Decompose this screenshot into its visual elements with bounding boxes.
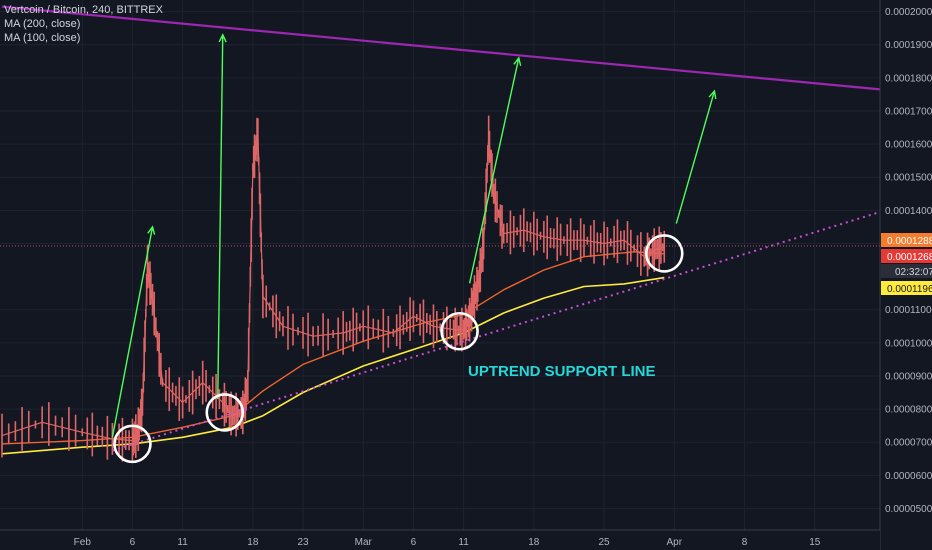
time-axis-background[interactable]: [0, 530, 880, 550]
last-price-tag-text: 0.00012888: [887, 236, 932, 247]
projection-arrow-1: [111, 226, 154, 438]
uptrend-annotation: UPTREND SUPPORT LINE: [468, 363, 656, 380]
symbol-title[interactable]: Vertcoin / Bitcoin, 240, BITTREX: [4, 4, 163, 16]
touch-circle-2: [205, 393, 245, 432]
x-tick-label: 8: [742, 537, 748, 548]
touch-circle-4: [644, 234, 684, 273]
x-tick-label: 11: [177, 537, 188, 548]
x-tick-label: Apr: [667, 537, 683, 548]
ma100-price-tag: [881, 249, 932, 263]
ma200-price-tag-text: 0.00011968: [887, 284, 932, 295]
x-tick-label: Mar: [355, 537, 373, 548]
time-axis: Feb 6 11 18 23 Mar 6 11 18 25 Apr 8 15: [74, 537, 821, 548]
x-tick-label: 18: [247, 537, 259, 548]
x-tick-label: 15: [809, 537, 821, 548]
countdown-tag-text: 02:32:07: [895, 267, 932, 278]
arrow-head-1: [147, 225, 156, 235]
x-tick-label: 6: [411, 537, 417, 548]
touch-circle-1: [113, 424, 152, 464]
ma100-price-tag-text: 0.00012689: [887, 252, 932, 263]
projection-arrow-4: [675, 90, 716, 224]
x-tick-label: 18: [528, 537, 540, 548]
trendline-layer: [1, 5, 881, 452]
arrow-head-3: [513, 56, 522, 66]
price-line: [1, 133, 665, 442]
ma100-legend[interactable]: MA (100, close): [4, 32, 81, 44]
x-tick-label: 6: [130, 537, 136, 548]
chart-legend: Vertcoin / Bitcoin, 240, BITTREX MA (200…: [4, 3, 163, 45]
touch-circle-3: [440, 311, 479, 351]
circle-layer: [113, 234, 684, 464]
x-tick-label: Feb: [74, 537, 92, 548]
ma200-price-tag: [881, 281, 932, 295]
x-tick-label: 11: [458, 537, 469, 548]
projection-arrow-2: [217, 34, 224, 400]
y-tick-label: 0.00011000: [885, 305, 932, 316]
last-price-tag: [881, 233, 932, 247]
y-tick-label: 0.00005000: [885, 504, 932, 515]
arrow-head-4: [708, 89, 717, 100]
arrow-head-2: [218, 33, 227, 43]
ma200-legend[interactable]: MA (200, close): [4, 18, 81, 30]
support-trendline: [112, 211, 881, 452]
countdown-tag: [881, 264, 932, 278]
x-tick-label: 25: [598, 537, 610, 548]
x-tick-label: 23: [297, 537, 309, 548]
resistance-trendline: [1, 5, 881, 91]
